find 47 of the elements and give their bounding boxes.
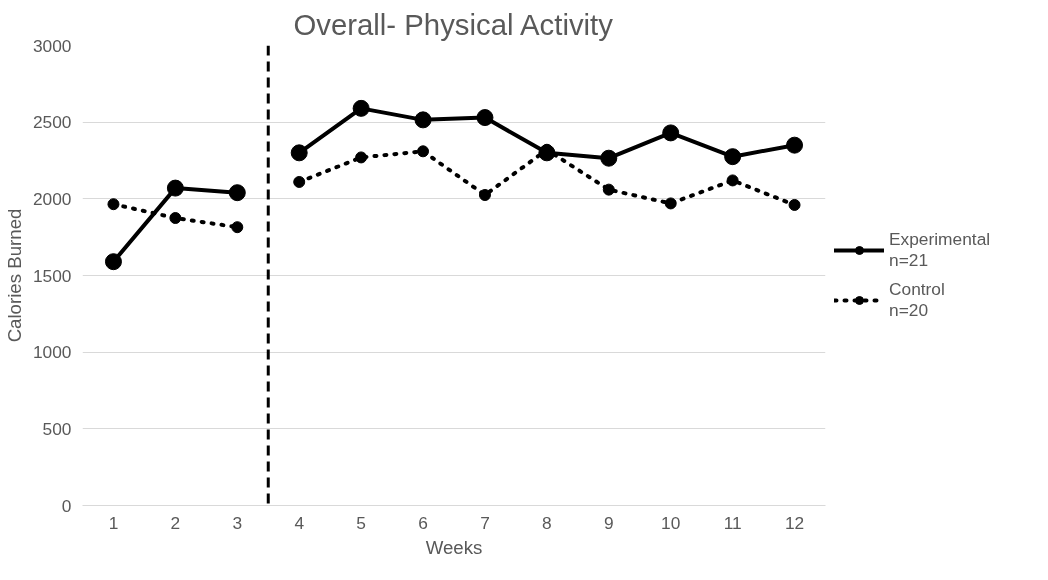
- point: [788, 198, 801, 211]
- y-tick-label: 1500: [32, 265, 72, 286]
- point: [476, 109, 494, 127]
- point: [478, 189, 491, 201]
- y-tick-label: 3000: [32, 35, 72, 56]
- x-tick-label: 12: [784, 512, 805, 533]
- point: [166, 179, 184, 197]
- point: [602, 183, 615, 196]
- point: [355, 151, 368, 164]
- x-tick-label: 9: [603, 512, 614, 533]
- y-tick-label: 2000: [32, 188, 72, 209]
- point: [662, 124, 680, 142]
- point: [538, 144, 556, 162]
- x-tick-label: 5: [356, 512, 366, 533]
- x-tick-label: 10: [661, 512, 681, 533]
- y-tick-label: 1000: [32, 342, 72, 363]
- legend-label: Control n=20: [889, 279, 945, 321]
- point: [352, 99, 370, 117]
- point: [786, 136, 804, 154]
- legend-label: Experimental n=21: [889, 229, 991, 271]
- x-tick-label: 1: [108, 512, 119, 533]
- point: [228, 184, 246, 202]
- x-tick-label: 2: [170, 512, 181, 533]
- chart-title: Overall- Physical Activity: [293, 7, 614, 41]
- x-tick-label: 3: [232, 512, 243, 533]
- point: [231, 221, 244, 234]
- point: [107, 198, 120, 211]
- x-tick-label: 11: [723, 512, 742, 533]
- point: [600, 149, 618, 167]
- point: [664, 197, 677, 210]
- x-tick-label: 6: [418, 512, 428, 533]
- x-axis-title: Weeks: [425, 536, 483, 558]
- y-tick-label: 500: [42, 418, 72, 439]
- point: [293, 175, 306, 188]
- point: [414, 111, 432, 129]
- x-tick-label: 7: [480, 512, 490, 533]
- point: [290, 144, 308, 162]
- y-axis-title: Calories Burned: [3, 208, 25, 343]
- point: [724, 148, 742, 166]
- point: [417, 145, 430, 158]
- y-tick-label: 0: [61, 495, 72, 516]
- point: [726, 174, 739, 187]
- point: [169, 212, 182, 224]
- point: [104, 253, 122, 271]
- x-tick-label: 4: [294, 512, 305, 533]
- x-tick-label: 8: [542, 512, 552, 533]
- y-tick-label: 2500: [32, 112, 72, 133]
